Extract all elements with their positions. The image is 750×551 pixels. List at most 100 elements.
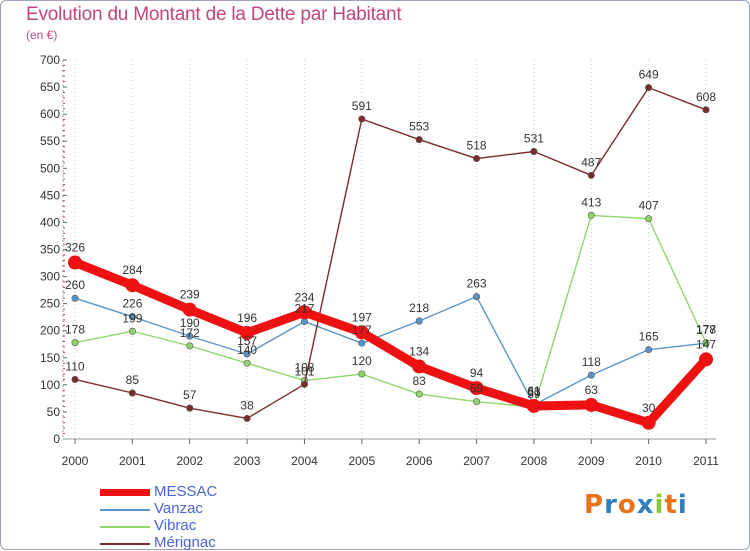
- y-tick-label: 100: [40, 378, 60, 392]
- data-label-vibrac: 83: [413, 374, 427, 388]
- data-point-messac: [526, 398, 541, 413]
- data-point-m-rignac: [473, 155, 481, 163]
- legend-swatch: [100, 526, 150, 528]
- data-label-vibrac: 172: [180, 326, 200, 340]
- data-point-messac: [240, 325, 255, 340]
- legend-label: Vanzac: [154, 500, 203, 517]
- y-tick-label: 0: [53, 432, 60, 446]
- data-point-vanzac: [71, 294, 79, 302]
- data-label-m-rignac: 38: [240, 398, 254, 412]
- data-point-vibrac: [358, 370, 366, 378]
- data-point-m-rignac: [300, 380, 308, 388]
- data-point-vibrac: [71, 339, 79, 347]
- data-label-vanzac: 165: [639, 330, 659, 344]
- y-tick-label: 650: [40, 80, 60, 94]
- y-tick-label: 250: [40, 297, 60, 311]
- data-point-vanzac: [243, 350, 251, 358]
- proxiti-logo: Proxiti: [584, 490, 688, 520]
- data-point-vibrac: [128, 327, 136, 335]
- data-point-vanzac: [415, 317, 423, 325]
- data-point-vibrac: [645, 215, 653, 223]
- y-tick-label: 300: [40, 270, 60, 284]
- x-tick-label: 2005: [348, 454, 375, 468]
- x-tick-label: 2004: [291, 454, 318, 468]
- data-label-messac: 239: [180, 288, 200, 302]
- y-tick-label: 550: [40, 134, 60, 148]
- data-label-vanzac: 118: [582, 355, 601, 369]
- legend-swatch: [100, 509, 150, 511]
- series-layer: [68, 84, 713, 430]
- data-point-messac: [354, 325, 369, 340]
- data-point-vibrac: [243, 359, 251, 367]
- data-label-vanzac: 190: [180, 316, 200, 330]
- data-point-vibrac: [587, 211, 595, 219]
- data-label-vanzac: 177: [352, 323, 372, 337]
- chart-subtitle: (en €): [26, 28, 58, 42]
- data-label-m-rignac: 649: [639, 68, 659, 82]
- data-label-messac: 196: [237, 311, 257, 325]
- y-tick-label: 400: [40, 215, 60, 229]
- data-label-messac: 61: [527, 384, 541, 398]
- data-point-vanzac: [473, 293, 481, 301]
- y-tick-label: 500: [40, 161, 60, 175]
- x-tick-label: 2003: [234, 454, 261, 468]
- x-tick-label: 2006: [406, 454, 433, 468]
- series-line-messac: [70, 257, 711, 428]
- data-label-vibrac: 69: [470, 382, 484, 396]
- grid: [74, 60, 707, 439]
- data-point-messac: [641, 415, 656, 430]
- y-tick-label: 350: [40, 243, 60, 257]
- data-label-vibrac: 178: [696, 323, 716, 337]
- data-point-vibrac: [415, 390, 423, 398]
- data-label-vanzac: 218: [409, 301, 429, 315]
- data-point-m-rignac: [530, 148, 538, 156]
- data-label-m-rignac: 553: [409, 120, 429, 134]
- data-point-m-rignac: [71, 375, 79, 383]
- y-tick-label: 150: [40, 351, 60, 365]
- y-tick-label: 600: [40, 107, 60, 121]
- data-point-m-rignac: [645, 84, 653, 92]
- data-point-vanzac: [186, 332, 194, 340]
- data-label-m-rignac: 591: [352, 99, 372, 113]
- data-point-messac: [469, 381, 484, 396]
- x-tick-label: 2002: [176, 454, 203, 468]
- x-tick-label: 2009: [578, 454, 605, 468]
- data-label-messac: 234: [294, 290, 314, 304]
- data-label-messac: 30: [642, 401, 656, 415]
- data-label-m-rignac: 110: [65, 359, 84, 373]
- data-label-vibrac: 413: [581, 195, 601, 209]
- data-point-vanzac: [358, 339, 366, 347]
- data-label-vibrac: 407: [639, 199, 659, 213]
- data-point-vibrac: [186, 342, 194, 350]
- data-label-vanzac: 217: [294, 302, 314, 316]
- data-label-m-rignac: 531: [524, 132, 544, 146]
- data-label-m-rignac: 608: [696, 90, 716, 104]
- data-label-vibrac: 178: [65, 323, 85, 337]
- series-line-vanzac: [74, 295, 707, 406]
- data-label-vibrac: 108: [294, 361, 314, 375]
- data-point-messac: [584, 397, 599, 412]
- data-label-vibrac: 199: [122, 311, 142, 325]
- legend-label: Mérignac: [154, 534, 216, 551]
- data-point-vibrac: [702, 339, 710, 347]
- data-point-m-rignac: [587, 171, 595, 179]
- data-label-messac: 197: [352, 310, 372, 324]
- x-tick-label: 2010: [635, 454, 662, 468]
- x-tick-label: 2011: [693, 454, 719, 468]
- data-point-m-rignac: [128, 389, 136, 397]
- y-tick-label: 450: [40, 188, 60, 202]
- data-point-vanzac: [587, 371, 595, 379]
- data-label-vanzac: 157: [237, 334, 257, 348]
- data-point-m-rignac: [415, 136, 423, 144]
- data-point-m-rignac: [243, 414, 251, 422]
- x-tick-label: 2007: [463, 454, 490, 468]
- y-tick-label: 50: [47, 405, 61, 419]
- data-label-vanzac: 177: [696, 323, 716, 337]
- data-label-m-rignac: 487: [581, 155, 601, 169]
- data-point-vibrac: [473, 398, 481, 406]
- data-point-vanzac: [128, 313, 136, 321]
- data-label-vibrac: 140: [237, 343, 257, 357]
